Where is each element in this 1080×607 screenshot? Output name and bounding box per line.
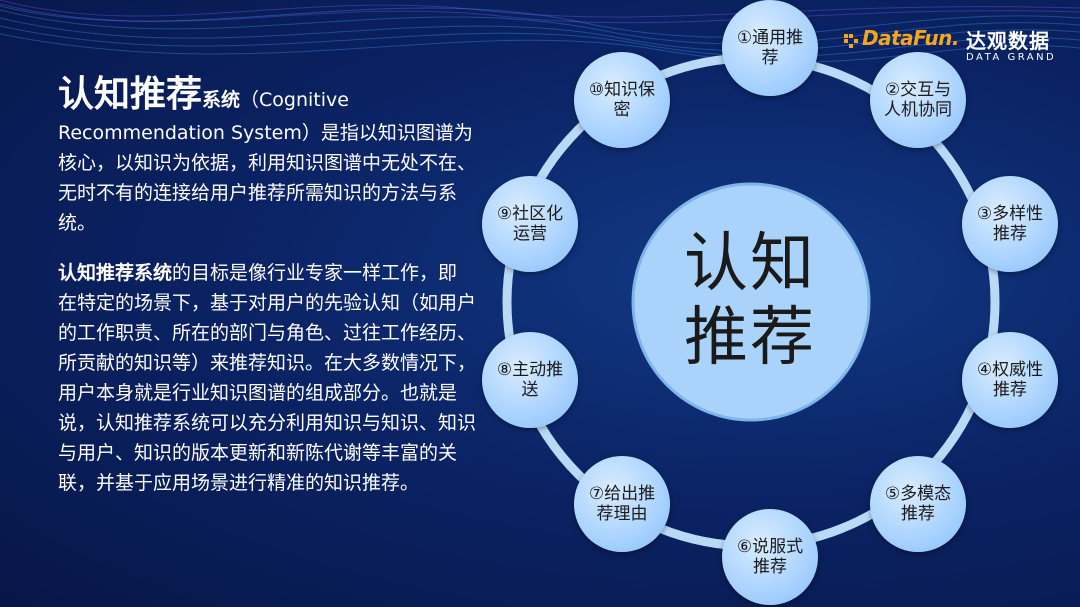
brand-logo: DataFun. 达观数据 DATA GRAND (842, 24, 1062, 68)
datagrand-logo-text: 达观数据 (966, 29, 1050, 53)
cognitive-recommendation-diagram: 认知推荐 ①通用推荐 ②交互与人机协同 ③多样性推荐 ④权威性推荐 ⑤多模态推荐… (470, 0, 1080, 607)
datafun-logo-text: DataFun. (862, 26, 959, 50)
node-label: ⑩知识保密 (588, 80, 656, 120)
intro-title-big: 认知推荐 (58, 74, 203, 115)
intro-paragraph: 认知推荐系统（Cognitive Recommendation System）是… (58, 72, 476, 238)
node-label: ⑤多模态推荐 (884, 484, 952, 524)
header-wave-decoration (0, 0, 1080, 63)
node-10: ⑩知识保密 (574, 52, 670, 148)
node-label: ③多样性推荐 (976, 204, 1044, 244)
center-circle (631, 182, 871, 422)
node-9: ⑨社区化运营 (482, 176, 578, 272)
node-label: ⑦给出推荐理由 (588, 484, 656, 524)
node-3: ③多样性推荐 (962, 176, 1058, 272)
node-4: ④权威性推荐 (962, 332, 1058, 428)
node-2: ②交互与人机协同 (870, 52, 966, 148)
description-text: 认知推荐系统（Cognitive Recommendation System）是… (58, 72, 476, 498)
node-label: ⑥说服式推荐 (736, 537, 804, 577)
node-6: ⑥说服式推荐 (722, 509, 818, 605)
goal-lead: 认知推荐系统 (58, 262, 173, 284)
node-8: ⑧主动推送 (482, 332, 578, 428)
node-label: ⑧主动推送 (496, 360, 564, 400)
node-label: ⑨社区化运营 (496, 204, 564, 244)
datagrand-logo-subtext: DATA GRAND (966, 52, 1057, 63)
node-label: ①通用推荐 (736, 28, 804, 68)
intro-title-small: 系统 (202, 89, 241, 111)
node-1: ①通用推荐 (722, 0, 818, 96)
node-7: ⑦给出推荐理由 (574, 456, 670, 552)
goal-text: 的目标是像行业专家一样工作，即在特定的场景下，基于对用户的先验认知（如用户的工作… (58, 262, 477, 494)
node-5: ⑤多模态推荐 (870, 456, 966, 552)
center-label: 认知推荐 (684, 227, 816, 375)
intro-text: （Cognitive Recommendation System）是指以知识图谱… (58, 89, 477, 234)
node-label: ②交互与人机协同 (884, 80, 952, 120)
node-label: ④权威性推荐 (976, 360, 1044, 400)
goal-paragraph: 认知推荐系统的目标是像行业专家一样工作，即在特定的场景下，基于对用户的先验认知（… (58, 258, 476, 498)
center-label-wrap: 认知推荐 (665, 168, 835, 434)
datafun-logo-icon (844, 34, 858, 48)
